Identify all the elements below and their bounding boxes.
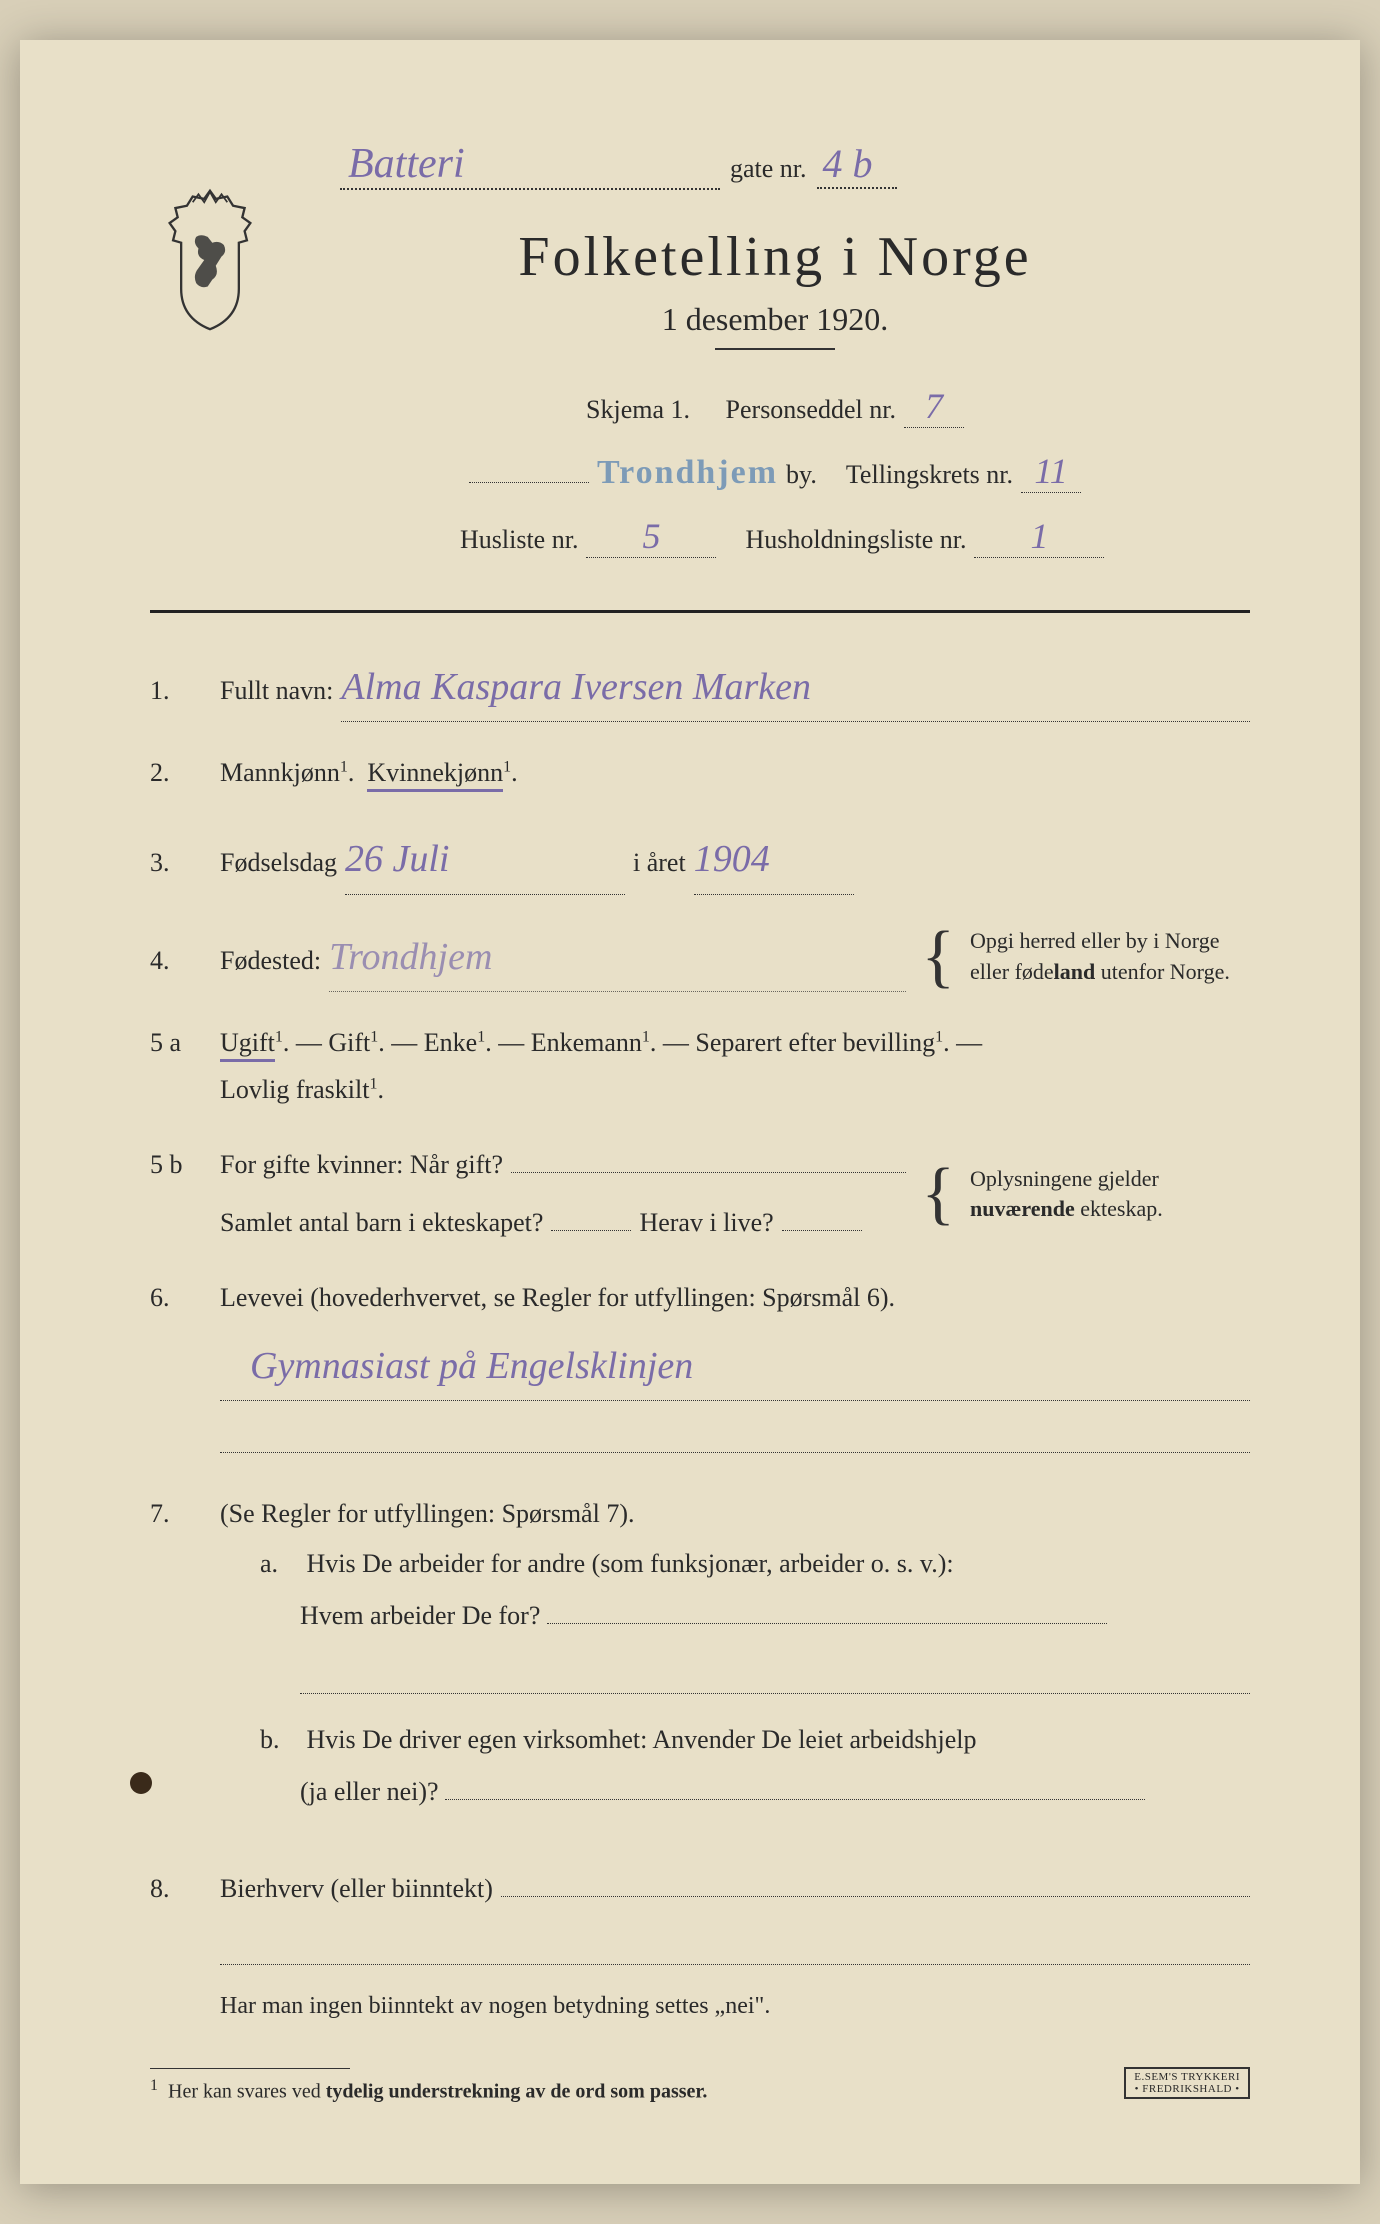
q4-num: 4.: [150, 938, 200, 985]
title-underline: [715, 348, 835, 350]
husliste-nr: 5: [586, 515, 716, 558]
city-stamp: Trondhjem: [597, 454, 778, 492]
header-block: Batteri gate nr. 4 b Folketelling i Norg…: [150, 140, 1250, 580]
q1-value: Alma Kaspara Iversen Marken: [341, 653, 1250, 722]
q5a-enke: Enke: [424, 1028, 477, 1057]
printer-line1: E.SEM'S TRYKKERI: [1134, 2071, 1240, 2083]
q3-num: 3.: [150, 840, 200, 887]
q7b-label: b.: [260, 1714, 300, 1766]
husholdning-label: Husholdningsliste nr.: [745, 525, 966, 555]
q3-year-label: i året: [633, 840, 686, 887]
question-4: 4. Fødested: Trondhjem { Opgi herred ell…: [150, 923, 1250, 992]
footnote: 1 Her kan svares ved tydelig understrekn…: [150, 2068, 1250, 2104]
subtitle: 1 desember 1920.: [300, 301, 1250, 338]
husholdning-nr: 1: [974, 515, 1104, 558]
q7b-text2: (ja eller nei)?: [260, 1777, 439, 1806]
q2-mann: Mannkjønn: [220, 758, 340, 787]
printer-line2: • FREDRIKSHALD •: [1134, 2083, 1240, 2095]
q7a-text2: Hvem arbeider De for?: [260, 1601, 540, 1630]
question-8: 8. Bierhverv (eller biinntekt) Har man i…: [150, 1866, 1250, 2028]
q6-num: 6.: [150, 1275, 200, 1322]
q5a-ugift: Ugift: [220, 1028, 275, 1062]
question-3: 3. Fødselsdag 26 Juli i året 1904: [150, 825, 1250, 894]
q3-label: Fødselsdag: [220, 840, 337, 887]
question-7: 7. (Se Regler for utfyllingen: Spørsmål …: [150, 1491, 1250, 1838]
census-form-page: Batteri gate nr. 4 b Folketelling i Norg…: [20, 40, 1360, 2184]
question-2: 2. Mannkjønn1. Kvinnekjønn1.: [150, 750, 1250, 797]
q8-note: Har man ingen biinntekt av nogen betydni…: [220, 1985, 1250, 2028]
q5b-num: 5 b: [150, 1142, 200, 1189]
question-7b: b. Hvis De driver egen virksomhet: Anven…: [220, 1714, 1250, 1818]
question-5b: 5 b For gifte kvinner: Når gift? Samlet …: [150, 1142, 1250, 1248]
schema-line: Skjema 1. Personseddel nr. 7: [300, 385, 1250, 428]
q2-kvinne: Kvinnekjønn: [367, 758, 503, 792]
question-1: 1. Fullt navn: Alma Kaspara Iversen Mark…: [150, 653, 1250, 722]
ink-blot: [130, 1772, 152, 1794]
blank-line: [300, 1652, 1250, 1694]
footnote-num: 1: [150, 2077, 158, 2094]
gate-number: 4 b: [817, 140, 897, 189]
q1-label: Fullt navn:: [220, 668, 333, 715]
q5a-gift: Gift: [328, 1028, 370, 1057]
q6-value: Gymnasiast på Engelsklinjen: [220, 1332, 1250, 1401]
q5a-num: 5 a: [150, 1020, 200, 1067]
question-5a: 5 a Ugift1. — Gift1. — Enke1. — Enkemann…: [150, 1020, 1250, 1114]
q3-day: 26 Juli: [345, 825, 625, 894]
personseddel-label: Personseddel nr.: [726, 395, 896, 425]
q8-label: Bierhverv (eller biinntekt): [220, 1866, 493, 1913]
q2-num: 2.: [150, 750, 200, 797]
q7-label: (Se Regler for utfyllingen: Spørsmål 7).: [220, 1499, 634, 1528]
q5b-label2: Samlet antal barn i ekteskapet?: [220, 1200, 543, 1247]
q4-brace-text: Opgi herred eller by i Norge eller fødel…: [970, 926, 1250, 988]
coat-of-arms-icon: [150, 185, 270, 335]
header-content: Batteri gate nr. 4 b Folketelling i Norg…: [300, 140, 1250, 580]
street-name: Batteri: [340, 140, 720, 190]
schema-label: Skjema 1.: [586, 395, 690, 425]
q1-num: 1.: [150, 668, 200, 715]
q3-year: 1904: [694, 825, 854, 894]
husliste-line: Husliste nr. 5 Husholdningsliste nr. 1: [300, 515, 1250, 558]
q5b-label1: For gifte kvinner: Når gift?: [220, 1142, 503, 1189]
q7-num: 7.: [150, 1491, 200, 1538]
q5a-separert: Separert efter bevilling: [695, 1028, 935, 1057]
gate-label: gate nr.: [730, 154, 807, 184]
street-line: Batteri gate nr. 4 b: [300, 140, 1250, 190]
blank-line: [220, 1411, 1250, 1453]
q4-value: Trondhjem: [329, 923, 906, 992]
q4-label: Fødested:: [220, 938, 321, 985]
q5b-label3: Herav i live?: [639, 1200, 773, 1247]
question-6: 6. Levevei (hovederhvervet, se Regler fo…: [150, 1275, 1250, 1463]
header-divider: [150, 610, 1250, 613]
husliste-label: Husliste nr.: [460, 525, 578, 555]
blank-line: [220, 1923, 1250, 1965]
q8-num: 8.: [150, 1866, 200, 1913]
printer-mark: E.SEM'S TRYKKERI • FREDRIKSHALD •: [1124, 2067, 1250, 2099]
tellingskrets-nr: 11: [1021, 450, 1081, 493]
q7b-text1: Hvis De driver egen virksomhet: Anvender…: [307, 1725, 977, 1754]
question-7a: a. Hvis De arbeider for andre (som funks…: [220, 1538, 1250, 1694]
main-title: Folketelling i Norge: [300, 225, 1250, 289]
tellingskrets-label: Tellingskrets nr.: [846, 460, 1013, 490]
by-label: by.: [786, 460, 817, 490]
brace-icon: {: [921, 1166, 955, 1222]
personseddel-nr: 7: [904, 385, 964, 428]
q5a-enkemann: Enkemann: [531, 1028, 642, 1057]
q7a-label: a.: [260, 1538, 300, 1590]
q7a-text1: Hvis De arbeider for andre (som funksjon…: [307, 1549, 954, 1578]
brace-icon: {: [921, 929, 955, 985]
q5a-fraskilt: Lovlig fraskilt: [220, 1075, 369, 1104]
q6-label: Levevei (hovederhvervet, se Regler for u…: [220, 1283, 895, 1312]
city-line: Trondhjem by. Tellingskrets nr. 11: [300, 450, 1250, 493]
q5b-brace-text: Oplysningene gjelder nuværende ekteskap.: [970, 1164, 1250, 1226]
